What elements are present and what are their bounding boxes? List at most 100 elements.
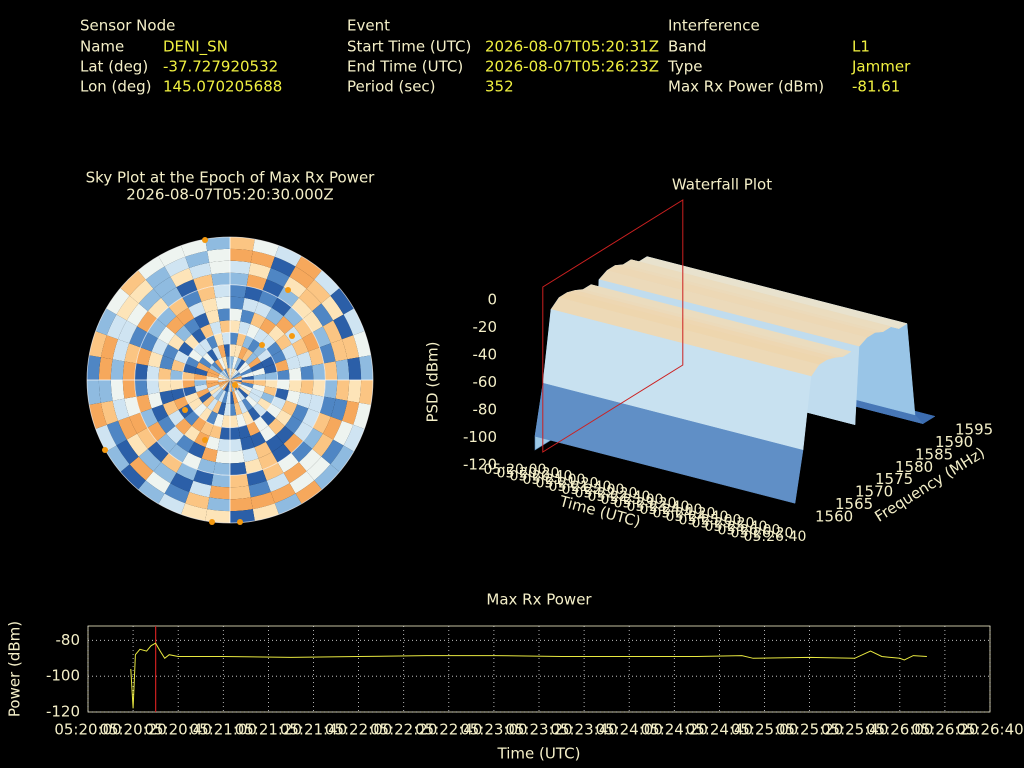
- sky-cell: [230, 415, 239, 428]
- sky-cell: [230, 248, 253, 263]
- field-label: Type: [667, 58, 702, 76]
- sky-cell: [188, 441, 206, 459]
- sky-cell: [306, 456, 331, 481]
- sky-cell: [185, 250, 210, 268]
- sky-cell: [283, 307, 303, 327]
- sky-cell: [118, 320, 138, 344]
- sky-cell: [270, 256, 296, 277]
- sky-disc: [87, 237, 373, 523]
- sky-cell: [230, 391, 235, 404]
- sky-cell: [166, 316, 184, 334]
- sky-cell: [258, 452, 278, 470]
- sky-cell: [193, 403, 207, 417]
- sky-cell: [221, 332, 230, 345]
- sky-cell: [230, 426, 241, 440]
- sky-cell: [253, 373, 266, 380]
- sky-cell: [298, 448, 322, 472]
- sky-cell: [95, 308, 117, 336]
- sky-cell: [147, 421, 167, 442]
- sky-cell: [207, 497, 230, 512]
- sky-cell: [239, 386, 251, 396]
- x-tick-label: 05:25:00: [731, 721, 798, 739]
- sky-cell: [147, 351, 163, 368]
- sky-cell: [240, 436, 255, 451]
- sky-cell: [250, 492, 275, 510]
- z-tick-label: -100: [463, 428, 497, 446]
- sky-cell: [140, 332, 158, 352]
- sky-cell: [236, 359, 246, 371]
- sky-cell: [189, 262, 212, 280]
- sky-cell: [217, 402, 226, 416]
- sky-cell: [95, 424, 117, 452]
- sky-cell: [312, 363, 326, 380]
- sky-cell: [342, 335, 360, 360]
- x-tick-label: 05:24:40: [686, 721, 753, 739]
- sky-cell: [129, 326, 148, 348]
- sky-cell: [312, 380, 326, 397]
- sky-cell: [218, 357, 226, 370]
- sky-cell: [291, 404, 309, 422]
- sky-cell: [185, 356, 199, 368]
- sky-cell: [176, 279, 198, 298]
- field-label: Period (sec): [347, 78, 436, 96]
- sky-cell: [230, 485, 251, 500]
- sky-cell: [211, 473, 230, 488]
- sky-cell: [220, 380, 230, 390]
- sky-cell: [321, 295, 344, 321]
- sky-cell: [293, 421, 313, 442]
- sky-cell: [182, 290, 202, 308]
- sky-cell: [153, 276, 177, 298]
- sky-cell: [262, 462, 284, 481]
- sky-cell: [162, 344, 179, 360]
- sky-cell: [259, 425, 276, 442]
- sky-cell: [205, 237, 230, 251]
- sky-cell: [312, 433, 334, 457]
- sky-cell: [239, 364, 251, 374]
- sky-cell: [159, 355, 174, 370]
- sky-cell: [182, 452, 202, 470]
- sky-cell: [209, 260, 230, 275]
- sky-cell: [268, 325, 285, 342]
- field-value: DENI_SN: [163, 38, 228, 57]
- sky-cell: [122, 361, 137, 380]
- sky-cell: [185, 392, 199, 404]
- y-tick-label: 1565: [835, 495, 873, 513]
- sky-cell: [230, 403, 237, 416]
- x-tick-label: 05:24:20: [653, 506, 716, 522]
- sky-cell: [176, 462, 198, 481]
- sky-cell: [227, 380, 230, 392]
- z-tick-label: -40: [473, 346, 498, 364]
- sky-cell: [230, 438, 243, 452]
- sky-cell: [146, 380, 160, 395]
- sky-cell: [199, 357, 212, 369]
- sky-cell: [289, 266, 315, 289]
- sky-cell: [271, 396, 286, 410]
- sky-cell: [124, 396, 141, 417]
- sky-cell: [291, 338, 309, 356]
- surface-strip: [534, 382, 804, 504]
- sky-cell: [312, 412, 331, 434]
- sky-cell: [168, 409, 185, 426]
- sky-cell: [271, 443, 292, 463]
- sky-cell: [209, 364, 221, 374]
- sky-cell: [257, 397, 272, 411]
- satellite: [182, 407, 188, 413]
- x-tick-label: 05:22:00: [562, 482, 625, 498]
- sky-cell: [196, 362, 210, 372]
- x-tick-label: 05:20:20: [497, 465, 560, 481]
- field-label: Name: [80, 38, 124, 56]
- sky-cell: [333, 314, 354, 340]
- field-value: Jammer: [851, 58, 911, 76]
- sky-cell: [306, 279, 331, 304]
- sky-cell: [230, 497, 253, 512]
- sky-cell: [298, 288, 322, 312]
- x-tick-label: 05:23:20: [505, 721, 572, 739]
- sky-cell: [194, 367, 208, 376]
- sky-cell: [207, 368, 220, 376]
- x-tick-label: 05:26:40: [744, 529, 807, 545]
- sky-cell: [220, 370, 230, 380]
- sky-cell: [230, 320, 241, 334]
- sky-cell: [200, 324, 214, 339]
- sky-cell: [201, 447, 218, 463]
- sky-cell: [196, 388, 210, 398]
